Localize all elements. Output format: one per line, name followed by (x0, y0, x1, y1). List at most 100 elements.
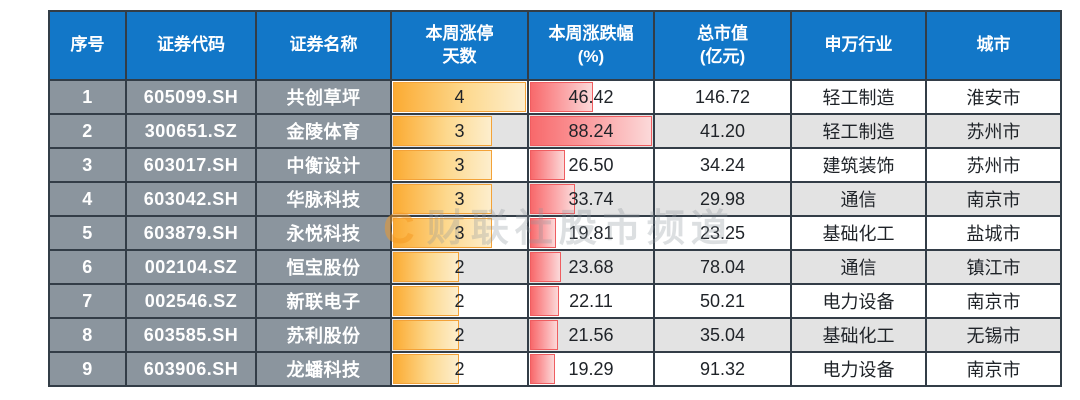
table-header: 序号 证券代码 证券名称 本周涨停 天数 本周涨跌幅 (%) 总市值 (亿元) 申万行… (48, 10, 1062, 81)
cell-city: 盐城市 (925, 215, 1062, 251)
cell-limit-up-days-value: 4 (454, 86, 465, 107)
header-industry: 申万行业 (790, 10, 927, 81)
cell-industry: 基础化工 (790, 215, 927, 251)
cell-security-code: 603906.SH (125, 351, 257, 387)
cell-week-change-bar (530, 82, 594, 112)
cell-week-change-bar (530, 116, 652, 146)
table-row: 5 603879.SH 永悦科技 3 19.81 23.25 基础化工 盐城市 (48, 215, 1062, 251)
cell-week-change-value: 21.56 (568, 324, 614, 345)
cell-week-change-value: 19.81 (568, 222, 614, 243)
header-index: 序号 (48, 10, 127, 81)
cell-security-code: 002104.SZ (125, 249, 257, 285)
header-market-cap: 总市值 (亿元) (653, 10, 792, 81)
cell-limit-up-days-value: 3 (454, 188, 465, 209)
cell-security-name: 苏利股份 (255, 317, 392, 353)
cell-index: 8 (48, 317, 127, 353)
limit-up-stocks-table: 序号 证券代码 证券名称 本周涨停 天数 本周涨跌幅 (%) 总市值 (亿元) 申万行… (48, 10, 1062, 387)
cell-city: 南京市 (925, 181, 1062, 217)
cell-security-name: 永悦科技 (255, 215, 392, 251)
cell-limit-up-days-value: 2 (454, 290, 465, 311)
cell-week-change-bar (530, 218, 556, 248)
cell-index: 6 (48, 249, 127, 285)
cell-index: 4 (48, 181, 127, 217)
cell-security-code: 603042.SH (125, 181, 257, 217)
cell-city: 苏州市 (925, 113, 1062, 149)
cell-limit-up-days-value: 3 (454, 154, 465, 175)
cell-index: 1 (48, 79, 127, 115)
cell-security-name: 华脉科技 (255, 181, 392, 217)
cell-security-name: 龙蟠科技 (255, 351, 392, 387)
cell-limit-up-days-bar (393, 82, 526, 112)
cell-city: 苏州市 (925, 147, 1062, 183)
cell-week-change-bar (530, 286, 560, 316)
cell-limit-up-days: 3 (390, 147, 529, 183)
cell-limit-up-days-value: 3 (454, 120, 465, 141)
cell-limit-up-days-bar (393, 320, 459, 350)
cell-limit-up-days-value: 3 (454, 222, 465, 243)
cell-week-change: 88.24 (527, 113, 655, 149)
cell-week-change-value: 19.29 (568, 358, 614, 379)
cell-security-name: 中衡设计 (255, 147, 392, 183)
cell-limit-up-days: 2 (390, 317, 529, 353)
cell-limit-up-days-bar (393, 286, 459, 316)
cell-week-change-value: 23.68 (568, 256, 614, 277)
cell-week-change: 22.11 (527, 283, 655, 319)
cell-week-change-bar (530, 320, 559, 350)
header-week-change: 本周涨跌幅 (%) (527, 10, 655, 81)
table-body: 1 605099.SH 共创草坪 4 46.42 146.72 轻工制造 淮安市 2 300651… (48, 79, 1062, 387)
cell-security-code: 603017.SH (125, 147, 257, 183)
cell-industry: 基础化工 (790, 317, 927, 353)
cell-limit-up-days: 2 (390, 351, 529, 387)
cell-market-cap: 29.98 (653, 181, 792, 217)
cell-week-change: 46.42 (527, 79, 655, 115)
cell-security-code: 300651.SZ (125, 113, 257, 149)
table-row: 3 603017.SH 中衡设计 3 26.50 34.24 建筑装饰 苏州市 (48, 147, 1062, 183)
cell-limit-up-days-bar (393, 116, 493, 146)
cell-week-change-value: 26.50 (568, 154, 614, 175)
cell-limit-up-days-bar (393, 184, 493, 214)
cell-index: 2 (48, 113, 127, 149)
cell-week-change: 19.29 (527, 351, 655, 387)
cell-limit-up-days-bar (393, 252, 459, 282)
cell-security-code: 603585.SH (125, 317, 257, 353)
cell-market-cap: 91.32 (653, 351, 792, 387)
cell-week-change: 23.68 (527, 249, 655, 285)
cell-limit-up-days: 4 (390, 79, 529, 115)
cell-industry: 通信 (790, 181, 927, 217)
table-row: 4 603042.SH 华脉科技 3 33.74 29.98 通信 南京市 (48, 181, 1062, 217)
cell-week-change-bar (530, 184, 576, 214)
cell-index: 7 (48, 283, 127, 319)
cell-industry: 轻工制造 (790, 79, 927, 115)
cell-market-cap: 78.04 (653, 249, 792, 285)
cell-limit-up-days-value: 2 (454, 256, 465, 277)
cell-security-name: 金陵体育 (255, 113, 392, 149)
cell-week-change-bar (530, 252, 562, 282)
table-row: 9 603906.SH 龙蟠科技 2 19.29 91.32 电力设备 南京市 (48, 351, 1062, 387)
cell-limit-up-days: 3 (390, 113, 529, 149)
cell-city: 淮安市 (925, 79, 1062, 115)
cell-industry: 电力设备 (790, 283, 927, 319)
cell-limit-up-days-bar (393, 354, 459, 384)
table-row: 7 002546.SZ 新联电子 2 22.11 50.21 电力设备 南京市 (48, 283, 1062, 319)
cell-market-cap: 34.24 (653, 147, 792, 183)
cell-limit-up-days-bar (393, 150, 493, 180)
cell-index: 3 (48, 147, 127, 183)
cell-market-cap: 35.04 (653, 317, 792, 353)
cell-industry: 电力设备 (790, 351, 927, 387)
cell-week-change-value: 22.11 (569, 290, 613, 311)
cell-limit-up-days: 3 (390, 181, 529, 217)
cell-security-name: 共创草坪 (255, 79, 392, 115)
cell-security-name: 恒宝股份 (255, 249, 392, 285)
cell-security-code: 603879.SH (125, 215, 257, 251)
cell-week-change: 19.81 (527, 215, 655, 251)
table-row: 8 603585.SH 苏利股份 2 21.56 35.04 基础化工 无锡市 (48, 317, 1062, 353)
cell-index: 5 (48, 215, 127, 251)
cell-market-cap: 41.20 (653, 113, 792, 149)
cell-city: 无锡市 (925, 317, 1062, 353)
cell-industry: 建筑装饰 (790, 147, 927, 183)
cell-week-change: 21.56 (527, 317, 655, 353)
cell-week-change-bar (530, 150, 566, 180)
cell-week-change-value: 33.74 (568, 188, 614, 209)
header-name: 证券名称 (255, 10, 392, 81)
cell-week-change: 26.50 (527, 147, 655, 183)
